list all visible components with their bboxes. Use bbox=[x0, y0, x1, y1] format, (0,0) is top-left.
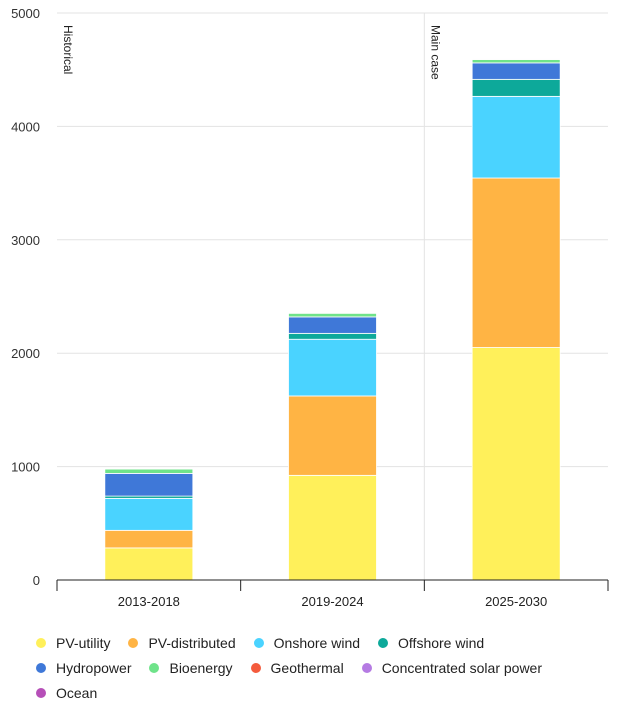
bars bbox=[104, 58, 561, 581]
y-axis-ticks: 0 1000 2000 3000 4000 5000 bbox=[11, 6, 40, 588]
bar-segment-onshore-wind bbox=[471, 95, 561, 179]
legend-item: Concentrated solar power bbox=[361, 659, 542, 676]
bar-segment-hydropower bbox=[288, 316, 377, 334]
legend-item: PV-utility bbox=[36, 635, 110, 651]
bar-segment-pv-utility bbox=[471, 347, 561, 581]
y-tick-label: 3000 bbox=[11, 233, 40, 248]
legend-swatch bbox=[250, 662, 261, 673]
bar-segment-pv-utility bbox=[288, 474, 377, 581]
legend-swatch bbox=[36, 687, 46, 698]
bar-segment-bioenergy bbox=[288, 312, 377, 318]
legend-item: Hydropower bbox=[36, 660, 131, 676]
y-tick-label: 0 bbox=[33, 573, 40, 588]
legend-item: Bioenergy bbox=[149, 659, 233, 676]
y-tick-label: 2000 bbox=[11, 346, 40, 361]
bar-segment-pv-distributed bbox=[288, 395, 377, 476]
period-label: Historical bbox=[61, 25, 75, 74]
y-tick-label: 4000 bbox=[11, 119, 40, 134]
legend-label: Onshore wind bbox=[273, 634, 361, 651]
bar-segment-bioenergy bbox=[104, 468, 194, 474]
bar-segment-hydropower bbox=[104, 473, 194, 497]
legend-item: Offshore wind bbox=[378, 635, 484, 651]
legend-label: Ocean bbox=[56, 684, 98, 701]
bar-segment-pv-utility bbox=[104, 547, 194, 581]
legend-item: Onshore wind bbox=[253, 634, 361, 651]
legend-row: PV-utility PV-distributed Onshore wind Offs… bbox=[36, 630, 626, 655]
legend: PV-utility PV-distributed Onshore wind Offs… bbox=[36, 630, 626, 705]
legend-label: Bioenergy bbox=[169, 659, 233, 676]
x-tick-label: 2013-2018 bbox=[118, 594, 180, 609]
legend-swatch bbox=[149, 662, 160, 673]
bar-segment-pv-distributed bbox=[104, 529, 194, 549]
legend-item: Ocean bbox=[36, 685, 97, 701]
stacked-bar-chart: 0 1000 2000 3000 4000 5000 2013-2018 2019-2024… bbox=[11, 6, 609, 609]
bar-segment-offshore-wind bbox=[471, 78, 561, 97]
bar-segment-offshore-wind bbox=[288, 332, 377, 340]
legend-item: Geothermal bbox=[250, 659, 344, 676]
legend-label: PV-utility bbox=[56, 634, 111, 651]
legend-label: Geothermal bbox=[270, 659, 344, 676]
period-labels: Historical Main case bbox=[61, 25, 442, 80]
legend-label: PV-distributed bbox=[148, 634, 236, 651]
y-tick-label: 5000 bbox=[11, 6, 40, 21]
legend-row: Ocean bbox=[36, 680, 626, 705]
legend-swatch bbox=[253, 637, 264, 648]
legend-swatch bbox=[128, 637, 139, 648]
legend-swatch bbox=[36, 662, 46, 673]
legend-row: Hydropower Bioenergy Geothermal Concentrate… bbox=[36, 655, 626, 680]
x-axis: 2013-2018 2019-2024 2025-2030 bbox=[56, 579, 609, 609]
x-tick-label: 2025-2030 bbox=[485, 594, 547, 609]
legend-label: Hydropower bbox=[56, 659, 132, 676]
legend-label: Concentrated solar power bbox=[381, 659, 542, 676]
legend-swatch bbox=[361, 662, 372, 673]
bar-segment-onshore-wind bbox=[104, 497, 194, 531]
legend-swatch bbox=[378, 637, 389, 648]
bar-segment-hydropower bbox=[471, 62, 561, 80]
bar-segment-pv-distributed bbox=[471, 177, 561, 348]
legend-label: Offshore wind bbox=[398, 634, 485, 651]
legend-item: PV-distributed bbox=[128, 634, 236, 651]
bar-segment-onshore-wind bbox=[288, 338, 377, 397]
bar-segment-bioenergy bbox=[471, 59, 561, 64]
period-label: Main case bbox=[428, 25, 442, 80]
x-tick-label: 2019-2024 bbox=[301, 594, 363, 609]
y-tick-label: 1000 bbox=[11, 460, 40, 475]
legend-swatch bbox=[36, 637, 46, 648]
